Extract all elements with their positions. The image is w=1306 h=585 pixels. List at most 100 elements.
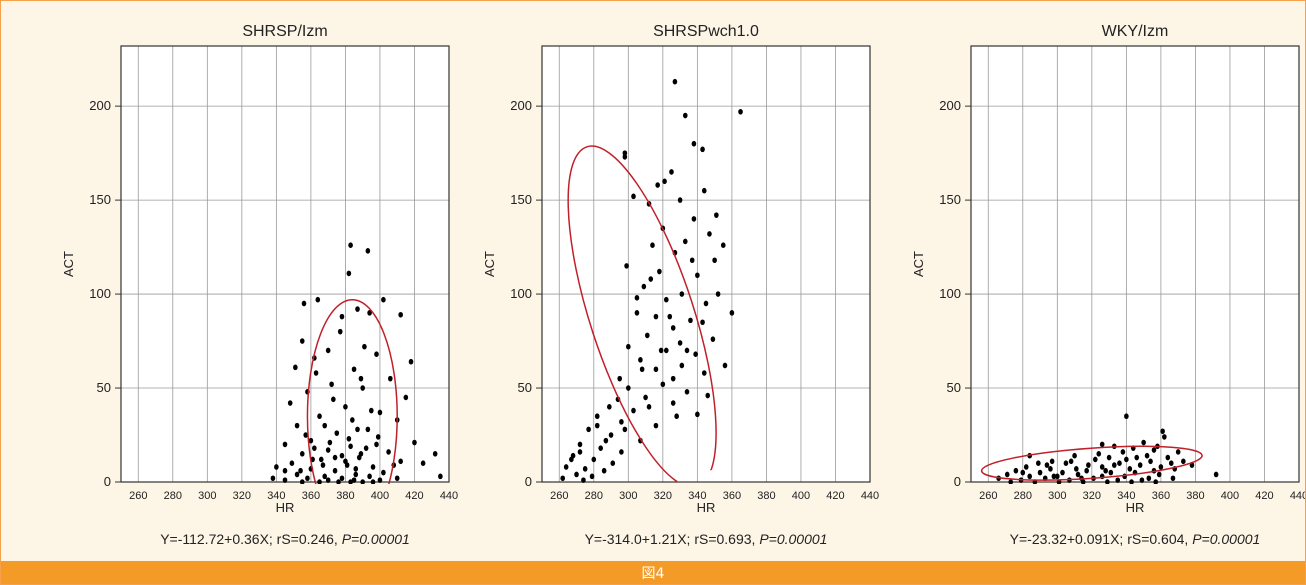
- data-point: [1075, 471, 1081, 478]
- data-point: [722, 362, 728, 369]
- data-point: [282, 441, 288, 448]
- data-point: [701, 370, 707, 376]
- data-point: [358, 451, 364, 457]
- data-point: [641, 283, 647, 290]
- data-point: [374, 351, 379, 358]
- p-value: P=0.00001: [759, 531, 827, 547]
- data-point: [1049, 458, 1055, 465]
- x-tick-label: 340: [267, 490, 285, 502]
- x-tick-label: 260: [979, 490, 997, 502]
- data-point: [299, 451, 305, 457]
- data-point: [670, 400, 676, 406]
- data-point: [334, 430, 340, 436]
- data-point: [586, 426, 591, 433]
- data-point: [377, 409, 383, 416]
- data-point: [707, 231, 712, 237]
- data-point: [332, 467, 338, 474]
- data-point: [1158, 464, 1164, 470]
- data-point: [684, 388, 690, 395]
- x-tick-label: 400: [371, 490, 389, 502]
- data-point: [591, 456, 597, 463]
- data-point: [351, 366, 357, 373]
- data-point: [381, 296, 386, 303]
- data-point: [669, 169, 674, 175]
- data-point: [312, 445, 317, 451]
- data-point: [569, 456, 574, 463]
- data-point: [355, 426, 360, 433]
- y-axis-label: ACT: [911, 251, 926, 277]
- data-point: [343, 458, 348, 465]
- data-point: [688, 317, 693, 324]
- data-point: [705, 392, 711, 399]
- data-point: [1048, 466, 1053, 472]
- data-point: [679, 291, 685, 297]
- data-point: [631, 193, 636, 200]
- x-tick-label: 360: [302, 490, 320, 502]
- y-tick-label: 150: [939, 192, 961, 207]
- y-tick-label: 50: [518, 380, 532, 395]
- data-point: [693, 351, 698, 358]
- data-point: [294, 471, 300, 478]
- data-point: [360, 479, 365, 484]
- data-point: [282, 467, 288, 474]
- data-point: [388, 375, 393, 382]
- data-point: [653, 366, 659, 373]
- regression-formula: Y=-112.72+0.36X; rS=0.246, P=0.00001: [160, 531, 410, 547]
- data-point: [608, 432, 614, 438]
- data-point: [601, 467, 607, 474]
- chart-title: SHRSPwch1.0: [653, 23, 759, 40]
- data-point: [1103, 467, 1108, 474]
- data-point: [412, 439, 417, 446]
- y-tick-label: 100: [939, 286, 961, 301]
- data-point: [438, 473, 443, 480]
- data-point: [322, 422, 328, 429]
- x-axis-label: HR: [697, 500, 716, 515]
- data-point: [360, 385, 365, 391]
- data-point: [1175, 449, 1181, 455]
- x-tick-label: 400: [1221, 490, 1239, 502]
- data-point: [594, 413, 600, 420]
- data-point: [700, 319, 705, 326]
- data-point: [420, 460, 426, 467]
- data-point: [648, 276, 654, 282]
- plot-area: [971, 46, 1299, 482]
- data-point: [386, 449, 391, 455]
- data-point: [1165, 454, 1171, 461]
- data-point: [1096, 451, 1102, 457]
- data-point: [329, 381, 334, 388]
- data-point: [299, 479, 305, 484]
- data-point: [581, 477, 586, 483]
- data-point: [1051, 473, 1057, 480]
- data-point: [682, 112, 688, 119]
- data-point: [299, 338, 305, 344]
- x-tick-label: 380: [1186, 490, 1204, 502]
- data-point: [1099, 464, 1105, 470]
- data-point: [1120, 449, 1126, 455]
- data-point: [308, 437, 314, 444]
- formula-text: Y=-112.72+0.36X; rS=0.246,: [160, 531, 342, 547]
- data-point: [619, 419, 624, 425]
- data-point: [1027, 473, 1032, 480]
- scatter-panel-1: 260 280 300 320 340 360 380 400 420 440 0 50 100 150 2…: [61, 23, 458, 547]
- data-point: [646, 404, 652, 410]
- data-point: [689, 257, 695, 264]
- scatter-panel-2: 260 280 300 320 340 360 380 400 420 440 0 50 100 150 2…: [482, 23, 879, 547]
- x-tick-label: 320: [654, 490, 672, 502]
- data-point: [589, 473, 595, 480]
- data-point: [365, 426, 371, 433]
- data-point: [303, 432, 309, 438]
- data-point: [346, 435, 352, 442]
- data-point: [398, 311, 403, 318]
- y-tick-label: 50: [947, 380, 961, 395]
- x-tick-label: 400: [792, 490, 810, 502]
- x-tick-label: 440: [440, 490, 458, 502]
- data-point: [1060, 469, 1065, 476]
- data-point: [1115, 477, 1121, 483]
- data-point: [1074, 466, 1079, 472]
- scatter-panel-3: 260 280 300 320 340 360 380 400 420 440 0 50 100 150 2…: [911, 23, 1305, 547]
- data-point: [594, 422, 600, 429]
- data-point: [1122, 473, 1127, 480]
- x-tick-label: 260: [129, 490, 147, 502]
- x-axis-label: HR: [1126, 500, 1145, 515]
